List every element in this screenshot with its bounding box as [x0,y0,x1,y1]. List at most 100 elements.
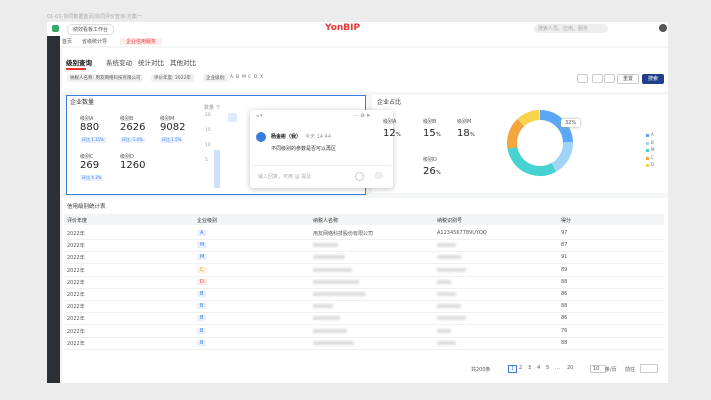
nav-bar [47,36,668,46]
comment-time: 今天 14:44 [305,134,331,140]
blurred-id [437,340,456,345]
legend-swatch [646,141,649,145]
goto-input[interactable] [640,364,658,373]
nav-tab[interactable]: 企业信用服务 [120,38,163,45]
cell-year: 2022年 [67,243,85,250]
table-header: 得分 [561,218,572,224]
legend-label: B [651,139,654,145]
table-row-line [64,312,664,314]
send-button[interactable] [374,172,383,179]
axis-label: 5 [205,158,208,163]
stat-change: 环比 4.3% [80,175,104,181]
search-box[interactable]: 搜索人员、应用、服务 [534,24,608,33]
stat-unit: % [470,132,475,138]
filter[interactable]: 纳税人名称: 用友网络科技有限公司 [67,74,144,82]
page-button[interactable]: ... [555,365,560,371]
page-button[interactable]: 20 [567,365,574,371]
grade-option[interactable]: D [254,75,258,80]
cell-score: 86 [561,291,568,297]
blurred-id [437,316,466,321]
table-row-line [64,324,664,326]
cell-year: 2022年 [67,279,85,286]
table-row-line [64,300,664,301]
grade-option[interactable]: A [230,75,234,80]
search-button[interactable]: 搜索 [642,74,664,84]
table-row-line [64,275,664,277]
emoji-button[interactable] [355,172,364,181]
page-tab[interactable]: 系统变动 [106,59,132,67]
stat-label: 级别M [457,119,472,125]
table-row-line [64,287,664,289]
reply-input[interactable]: 输入回复，可用 @ 提及 [258,174,312,180]
blurred-name [313,328,347,333]
page-button[interactable]: 4 [537,365,541,371]
grade-option[interactable]: X [260,75,264,80]
stat-label: 级别D [120,154,134,160]
stat-value: 269 [80,160,100,171]
total: 共200条 [471,367,491,373]
active-underline [66,68,86,70]
blurred-id [437,279,451,284]
legend-swatch [646,156,649,160]
app-tab[interactable]: 绩效看板工作台 [67,24,115,35]
comment-avatar [256,132,266,142]
stat-value: 26 [423,166,436,177]
stat-change: 环比 -1.4% [120,137,145,143]
stat-label: 级别D [423,157,437,163]
page-size[interactable]: 10 [590,365,607,373]
save-button[interactable] [604,74,615,83]
reset-button[interactable]: 重置 [617,74,639,84]
page-tab[interactable]: 其他对比 [170,59,196,67]
stat-label: 级别A [80,116,94,122]
settings-button[interactable] [592,74,603,83]
per-page: 条/页 [605,367,617,373]
table-row-line [64,263,664,265]
grade-option[interactable]: B [236,75,240,80]
cell-grade: B [197,303,207,310]
nav-tab[interactable]: 省级统计导 [82,39,108,45]
goto: 前往 [625,367,636,373]
cell-score: 88 [561,303,568,310]
chart-tooltip: 32% [561,119,581,127]
stat-label: 级别M [160,116,175,122]
cell-year: 2022年 [67,304,85,311]
collapse-button[interactable] [577,74,588,83]
donut-segment [507,110,573,176]
table-header: 纳税人名称 [313,218,339,224]
popup-nav[interactable]: ◂ ▾ [256,113,263,119]
cell-grade: C [197,266,207,273]
chat-icon[interactable] [228,113,237,122]
filter[interactable]: 评价年度: 2022年 [151,74,194,82]
card-title: 企业数量 [70,99,95,106]
cell-year: 2022年 [67,267,85,274]
cell-score: 87 [561,242,568,249]
donut-segment [507,110,573,176]
cell-score: 91 [561,254,568,261]
cell-score: 88 [561,339,568,346]
blurred-name [313,255,345,260]
comment-author: 杨金彬（我） [271,134,302,140]
page-button[interactable]: 1 [508,365,518,373]
avatar[interactable] [659,24,667,32]
stat-unit: % [396,132,401,138]
page-tab[interactable]: 级别查询 [66,59,92,67]
legend-swatch [646,134,649,137]
filter[interactable]: 企业级别: [203,74,229,82]
grade-option[interactable]: C [248,75,252,80]
header-panel [62,48,668,92]
blurred-id [437,328,451,333]
table-row-line [64,336,664,338]
cell-grade: A [197,230,207,236]
grade-option[interactable]: M [242,75,246,80]
page-button[interactable]: 2 [519,365,523,371]
mini-bar [214,150,220,188]
page-tab[interactable]: 统计对比 [138,59,164,67]
cell-grade: B [197,327,207,334]
stat-label: 级别C [80,154,94,160]
table-row-line [64,251,664,253]
page-button[interactable]: 3 [528,365,532,371]
page-button[interactable]: 5 [546,365,550,371]
popup-actions[interactable]: ··· ⊖ ✕ [354,113,371,119]
nav-tab[interactable]: 首页 [62,39,73,45]
